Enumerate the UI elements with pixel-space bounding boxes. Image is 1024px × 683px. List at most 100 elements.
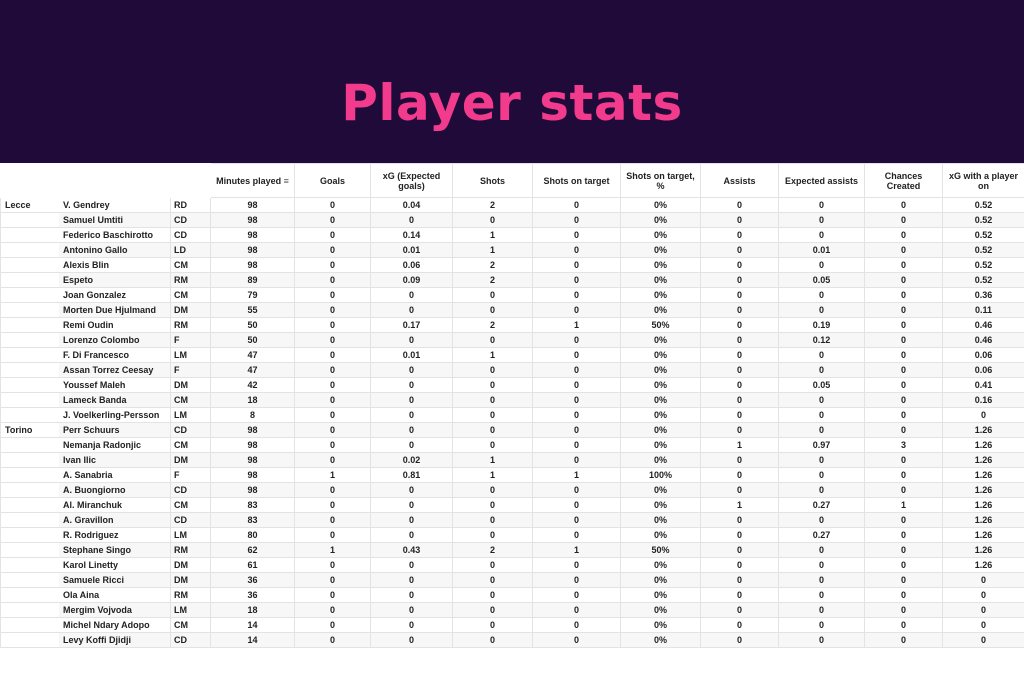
goals: 0 <box>294 572 371 588</box>
table-row[interactable]: Lorenzo Colombo F 50 0 0 0 0 0% 0 0.12 0 0.46 <box>0 332 1024 348</box>
goals: 0 <box>294 212 371 228</box>
shots-on-target-pct: 0% <box>620 482 701 498</box>
expected-goals: 0 <box>370 407 453 423</box>
team-cell <box>0 452 59 468</box>
minutes-played: 98 <box>210 212 295 228</box>
table-row[interactable]: Al. Miranchuk CM 83 0 0 0 0 0% 1 0.27 1 1.26 <box>0 497 1024 513</box>
expected-assists: 0 <box>778 452 865 468</box>
header-shots-on-target[interactable]: Shots on target <box>532 163 621 198</box>
table-row[interactable]: Espeto RM 89 0 0.09 2 0 0% 0 0.05 0 0.52 <box>0 272 1024 288</box>
table-row[interactable]: Remi Oudin RM 50 0 0.17 2 1 50% 0 0.19 0 0.46 <box>0 317 1024 333</box>
xg-with-player-on: 1.26 <box>942 542 1024 558</box>
player-name: Ola Aina <box>58 587 171 603</box>
header-chances-created[interactable]: Chances Created <box>864 163 943 198</box>
header-xg-with-player-on[interactable]: xG with a player on <box>942 163 1024 198</box>
assists: 0 <box>700 602 779 618</box>
header-minutes-played[interactable]: Minutes played ≡ <box>210 163 295 198</box>
table-row[interactable]: Samuele Ricci DM 36 0 0 0 0 0% 0 0 0 0 <box>0 572 1024 588</box>
shots-on-target: 0 <box>532 632 621 648</box>
header-expected-assists[interactable]: Expected assists <box>778 163 865 198</box>
table-row[interactable]: Michel Ndary Adopo CM 14 0 0 0 0 0% 0 0 0 0 <box>0 617 1024 633</box>
position: RM <box>170 317 211 333</box>
chances-created: 0 <box>864 587 943 603</box>
table-row[interactable]: A. Sanabria F 98 1 0.81 1 1 100% 0 0 0 1.26 <box>0 467 1024 483</box>
table-row[interactable]: Morten Due Hjulmand DM 55 0 0 0 0 0% 0 0 0 0.11 <box>0 302 1024 318</box>
table-row[interactable]: Nemanja Radonjic CM 98 0 0 0 0 0% 1 0.97 3 1.26 <box>0 437 1024 453</box>
table-row[interactable]: Ola Aina RM 36 0 0 0 0 0% 0 0 0 0 <box>0 587 1024 603</box>
player-name: A. Sanabria <box>58 467 171 483</box>
table-row[interactable]: Ivan Ilic DM 98 0 0.02 1 0 0% 0 0 0 1.26 <box>0 452 1024 468</box>
table-row[interactable]: A. Buongiorno CD 98 0 0 0 0 0% 0 0 0 1.26 <box>0 482 1024 498</box>
table-row[interactable]: A. Gravillon CD 83 0 0 0 0 0% 0 0 0 1.26 <box>0 512 1024 528</box>
table-row[interactable]: Lameck Banda CM 18 0 0 0 0 0% 0 0 0 0.16 <box>0 392 1024 408</box>
goals: 0 <box>294 272 371 288</box>
minutes-played: 98 <box>210 452 295 468</box>
position: DM <box>170 302 211 318</box>
chances-created: 0 <box>864 332 943 348</box>
shots-on-target: 0 <box>532 377 621 393</box>
xg-with-player-on: 0.52 <box>942 272 1024 288</box>
expected-assists: 0.12 <box>778 332 865 348</box>
assists: 0 <box>700 587 779 603</box>
shots: 0 <box>452 512 533 528</box>
table-row[interactable]: Joan Gonzalez CM 79 0 0 0 0 0% 0 0 0 0.36 <box>0 287 1024 303</box>
team-cell <box>0 377 59 393</box>
header-row: Minutes played ≡ Goals xG (Expected goal… <box>0 163 1024 198</box>
team-cell <box>0 632 59 648</box>
assists: 0 <box>700 317 779 333</box>
team-cell <box>0 362 59 378</box>
assists: 0 <box>700 542 779 558</box>
player-name: Federico Baschirotto <box>58 227 171 243</box>
table-row[interactable]: Torino Perr Schuurs CD 98 0 0 0 0 0% 0 0 0 1.26 <box>0 422 1024 438</box>
expected-assists: 0 <box>778 392 865 408</box>
assists: 0 <box>700 557 779 573</box>
position: CM <box>170 392 211 408</box>
expected-assists: 0 <box>778 212 865 228</box>
header-xg[interactable]: xG (Expected goals) <box>370 163 453 198</box>
table-row[interactable]: F. Di Francesco LM 47 0 0.01 1 0 0% 0 0 0 0.06 <box>0 347 1024 363</box>
table-row[interactable]: Antonino Gallo LD 98 0 0.01 1 0 0% 0 0.01 0 0.52 <box>0 242 1024 258</box>
position: RM <box>170 272 211 288</box>
player-name: Levy Koffi Djidji <box>58 632 171 648</box>
shots-on-target: 1 <box>532 317 621 333</box>
chances-created: 0 <box>864 572 943 588</box>
table-row[interactable]: R. Rodriguez LM 80 0 0 0 0 0% 0 0.27 0 1.26 <box>0 527 1024 543</box>
shots-on-target: 0 <box>532 602 621 618</box>
assists: 0 <box>700 572 779 588</box>
shots-on-target-pct: 50% <box>620 317 701 333</box>
player-name: Samuele Ricci <box>58 572 171 588</box>
goals: 0 <box>294 482 371 498</box>
shots-on-target: 0 <box>532 557 621 573</box>
xg-with-player-on: 0.06 <box>942 347 1024 363</box>
expected-assists: 0 <box>778 227 865 243</box>
header-shots-on-target-pct[interactable]: Shots on target, % <box>620 163 701 198</box>
shots-on-target-pct: 0% <box>620 197 701 213</box>
table-row[interactable]: Assan Torrez Ceesay F 47 0 0 0 0 0% 0 0 0 0.06 <box>0 362 1024 378</box>
chances-created: 0 <box>864 257 943 273</box>
expected-assists: 0 <box>778 407 865 423</box>
table-row[interactable]: Youssef Maleh DM 42 0 0 0 0 0% 0 0.05 0 0.41 <box>0 377 1024 393</box>
table-row[interactable]: Mergim Vojvoda LM 18 0 0 0 0 0% 0 0 0 0 <box>0 602 1024 618</box>
shots: 2 <box>452 257 533 273</box>
table-row[interactable]: J. Voelkerling-Persson LM 8 0 0 0 0 0% 0 0 0 0 <box>0 407 1024 423</box>
team-cell <box>0 572 59 588</box>
table-row[interactable]: Levy Koffi Djidji CD 14 0 0 0 0 0% 0 0 0 0 <box>0 632 1024 648</box>
header-goals[interactable]: Goals <box>294 163 371 198</box>
minutes-played: 36 <box>210 572 295 588</box>
header-shots[interactable]: Shots <box>452 163 533 198</box>
assists: 0 <box>700 242 779 258</box>
shots-on-target: 0 <box>532 272 621 288</box>
table-row[interactable]: Karol Linetty DM 61 0 0 0 0 0% 0 0 0 1.26 <box>0 557 1024 573</box>
table-row[interactable]: Stephane Singo RM 62 1 0.43 2 1 50% 0 0 0 1.26 <box>0 542 1024 558</box>
table-row[interactable]: Alexis Blin CM 98 0 0.06 2 0 0% 0 0 0 0.52 <box>0 257 1024 273</box>
sort-icon[interactable]: ≡ <box>283 175 289 186</box>
player-name: Joan Gonzalez <box>58 287 171 303</box>
header-assists[interactable]: Assists <box>700 163 779 198</box>
table-row[interactable]: Lecce V. Gendrey RD 98 0 0.04 2 0 0% 0 0 0 0.52 <box>0 197 1024 213</box>
goals: 0 <box>294 452 371 468</box>
table-row[interactable]: Federico Baschirotto CD 98 0 0.14 1 0 0% 0 0 0 0.52 <box>0 227 1024 243</box>
player-name: Al. Miranchuk <box>58 497 171 513</box>
player-name: A. Gravillon <box>58 512 171 528</box>
xg-with-player-on: 0 <box>942 632 1024 648</box>
table-row[interactable]: Samuel Umtiti CD 98 0 0 0 0 0% 0 0 0 0.52 <box>0 212 1024 228</box>
